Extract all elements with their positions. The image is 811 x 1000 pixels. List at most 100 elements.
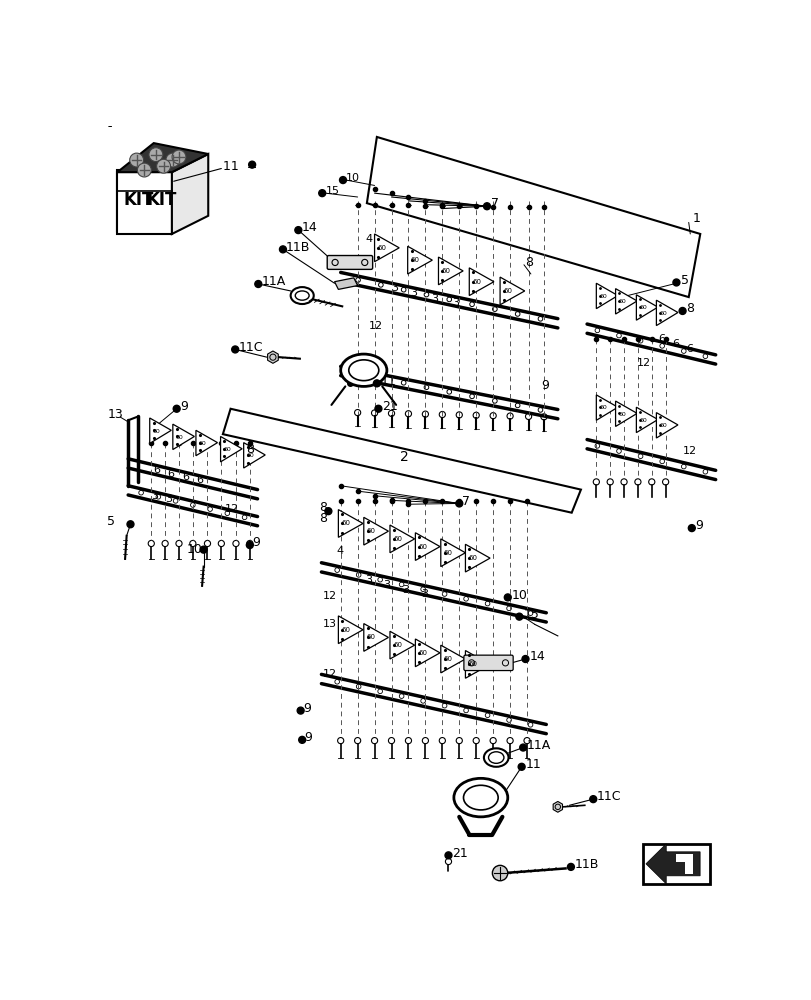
Text: 60: 60	[659, 311, 667, 316]
Text: 9: 9	[303, 702, 311, 715]
Polygon shape	[636, 407, 657, 433]
Text: 12: 12	[323, 591, 337, 601]
Circle shape	[672, 279, 679, 286]
Ellipse shape	[453, 778, 507, 817]
Text: 12: 12	[637, 358, 650, 368]
Circle shape	[375, 405, 381, 412]
Text: 10: 10	[511, 589, 527, 602]
Ellipse shape	[463, 785, 497, 810]
Text: 4: 4	[337, 546, 344, 556]
Text: 11A: 11A	[261, 275, 285, 288]
Polygon shape	[469, 268, 493, 296]
Text: 7: 7	[461, 495, 470, 508]
FancyBboxPatch shape	[327, 256, 372, 269]
Text: 3: 3	[365, 575, 372, 585]
Text: 2: 2	[400, 450, 408, 464]
Text: 60: 60	[599, 294, 607, 299]
Text: 60: 60	[199, 441, 207, 446]
Text: 8: 8	[319, 512, 327, 525]
Text: 9: 9	[694, 519, 702, 532]
Polygon shape	[118, 143, 208, 172]
Circle shape	[455, 500, 462, 507]
Text: 60: 60	[341, 520, 350, 526]
Text: 11  =: 11 =	[222, 160, 257, 173]
Polygon shape	[615, 289, 637, 314]
Polygon shape	[595, 283, 617, 309]
Text: 60: 60	[659, 423, 667, 428]
Text: 12: 12	[682, 446, 696, 456]
Text: 6: 6	[657, 334, 664, 344]
FancyBboxPatch shape	[642, 844, 710, 884]
Circle shape	[231, 346, 238, 353]
Circle shape	[279, 246, 286, 253]
Circle shape	[483, 203, 490, 210]
Text: 11C: 11C	[238, 341, 263, 354]
Text: 3: 3	[421, 589, 428, 599]
Polygon shape	[438, 257, 462, 285]
Circle shape	[517, 763, 525, 770]
Text: 3: 3	[151, 491, 158, 501]
Circle shape	[127, 521, 134, 528]
Polygon shape	[149, 418, 171, 443]
Circle shape	[688, 525, 694, 532]
Text: 60: 60	[638, 418, 646, 423]
Text: 60: 60	[367, 634, 375, 640]
Polygon shape	[655, 300, 677, 326]
Text: 60: 60	[393, 536, 401, 542]
Circle shape	[157, 159, 170, 173]
Text: 60: 60	[418, 650, 427, 656]
Text: 60: 60	[247, 453, 254, 458]
Polygon shape	[173, 424, 194, 450]
Polygon shape	[676, 854, 693, 874]
Circle shape	[521, 656, 528, 662]
Text: 11B: 11B	[574, 858, 599, 871]
Text: 60: 60	[410, 257, 419, 263]
Polygon shape	[222, 409, 580, 513]
Polygon shape	[172, 154, 208, 234]
Text: 60: 60	[638, 305, 646, 310]
Text: 60: 60	[468, 661, 477, 667]
Circle shape	[491, 865, 507, 881]
Polygon shape	[440, 645, 465, 673]
Text: 12: 12	[323, 669, 337, 679]
Text: 60: 60	[223, 447, 231, 452]
Text: 14: 14	[301, 221, 317, 234]
Text: 10: 10	[187, 543, 202, 556]
Polygon shape	[552, 801, 562, 812]
Circle shape	[567, 863, 573, 870]
Text: 15: 15	[522, 608, 539, 621]
Text: 60: 60	[618, 299, 625, 304]
Polygon shape	[655, 413, 677, 438]
Text: KIT: KIT	[146, 191, 177, 209]
Polygon shape	[363, 517, 388, 545]
Text: 9: 9	[180, 400, 188, 413]
Polygon shape	[338, 616, 363, 644]
Text: 6: 6	[182, 472, 189, 482]
Text: 9: 9	[304, 731, 312, 744]
Ellipse shape	[349, 360, 379, 381]
Polygon shape	[415, 639, 440, 667]
Circle shape	[519, 744, 526, 751]
Text: 15: 15	[326, 186, 340, 196]
Polygon shape	[465, 544, 490, 572]
Text: 60: 60	[176, 435, 183, 440]
Text: KIT: KIT	[123, 191, 154, 209]
Text: 11: 11	[380, 375, 396, 388]
Text: 60: 60	[377, 245, 386, 251]
Polygon shape	[645, 844, 699, 884]
Ellipse shape	[483, 748, 508, 767]
Text: 21: 21	[452, 847, 467, 860]
Ellipse shape	[341, 354, 386, 386]
Text: 12: 12	[224, 504, 238, 514]
Polygon shape	[636, 295, 657, 320]
Text: 60: 60	[444, 656, 453, 662]
Text: 9: 9	[540, 379, 548, 392]
Text: 8: 8	[684, 302, 693, 315]
Text: 11B: 11B	[285, 241, 310, 254]
Polygon shape	[243, 443, 265, 468]
Text: 14: 14	[529, 650, 544, 663]
Circle shape	[589, 796, 596, 803]
Circle shape	[504, 594, 511, 601]
Text: 8: 8	[319, 501, 327, 514]
Text: 11C: 11C	[595, 790, 620, 803]
